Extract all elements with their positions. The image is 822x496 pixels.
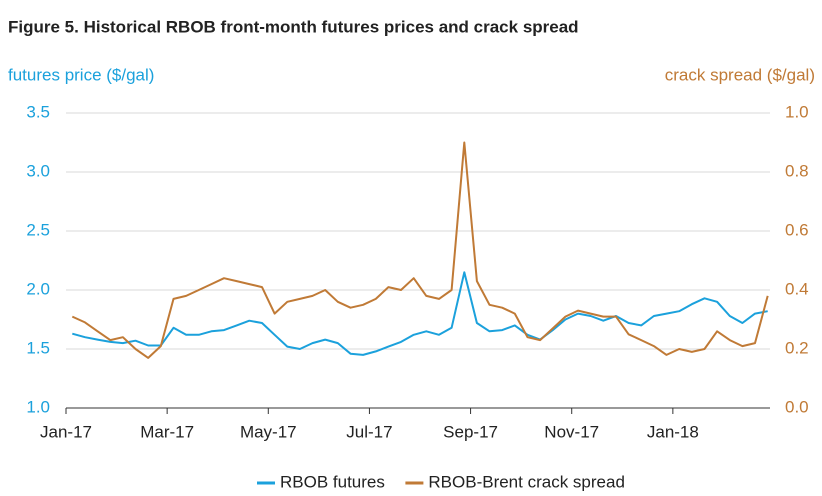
y-tick-label: 2.5 xyxy=(26,220,50,239)
y-tick-label: 1.0 xyxy=(26,397,50,416)
chart-title: Figure 5. Historical RBOB front-month fu… xyxy=(8,17,579,36)
y-tick-label: 2.0 xyxy=(26,279,50,298)
y2-tick-label: 0.8 xyxy=(785,161,809,180)
x-tick-label: Mar-17 xyxy=(140,422,194,441)
x-tick-label: Jan-18 xyxy=(647,422,699,441)
x-tick-label: May-17 xyxy=(240,422,297,441)
legend-label: RBOB futures xyxy=(280,472,385,491)
series-line xyxy=(72,271,768,356)
y2-tick-label: 0.4 xyxy=(785,279,809,298)
y2-tick-label: 0.0 xyxy=(785,397,809,416)
x-tick-label: Sep-17 xyxy=(443,422,498,441)
y2-tick-label: 0.2 xyxy=(785,338,809,357)
y-axis-title: futures price ($/gal) xyxy=(8,65,154,84)
y2-axis-title: crack spread ($/gal) xyxy=(665,65,815,84)
series-line xyxy=(71,141,769,359)
y-tick-label: 3.5 xyxy=(26,102,50,121)
y-tick-label: 3.0 xyxy=(26,161,50,180)
y2-tick-label: 0.6 xyxy=(785,220,809,239)
legend-label: RBOB-Brent crack spread xyxy=(428,472,625,491)
x-tick-label: Jan-17 xyxy=(40,422,92,441)
x-tick-label: Nov-17 xyxy=(544,422,599,441)
y-tick-label: 1.5 xyxy=(26,338,50,357)
y2-tick-label: 1.0 xyxy=(785,102,809,121)
x-tick-label: Jul-17 xyxy=(346,422,392,441)
